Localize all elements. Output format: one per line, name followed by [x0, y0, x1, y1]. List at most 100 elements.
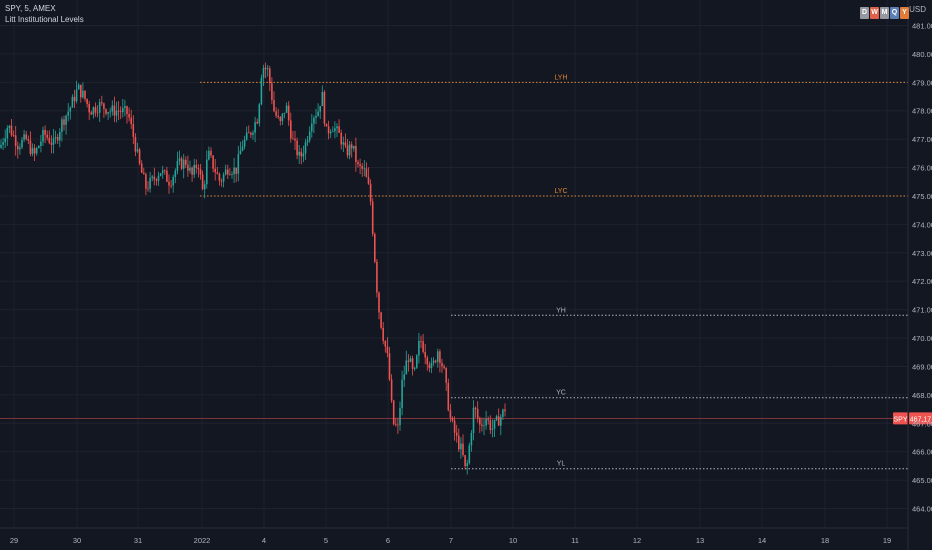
candle-body — [130, 117, 132, 125]
candle-body — [380, 312, 382, 328]
candle-body — [174, 170, 177, 177]
candle-body — [201, 174, 204, 190]
candle-body — [147, 188, 149, 190]
candle-body — [69, 107, 72, 112]
candle-body — [413, 367, 416, 369]
candle-body — [245, 132, 248, 140]
candle-body — [487, 419, 489, 421]
y-tick-label: 470.00 — [912, 334, 932, 343]
candle-body — [115, 110, 118, 116]
candle-body — [157, 175, 160, 181]
candle-body — [176, 161, 179, 171]
last-price-tag — [909, 412, 932, 425]
candle-body — [38, 145, 40, 149]
candle-body — [35, 148, 38, 154]
candle-body — [290, 120, 292, 139]
candle-body — [180, 158, 183, 169]
candle-body — [376, 261, 378, 293]
candle-body — [90, 112, 93, 115]
candle-body — [75, 89, 78, 102]
candle-body — [229, 174, 231, 176]
candle-body — [476, 409, 479, 419]
candle-body — [365, 168, 368, 178]
candle-body — [67, 111, 69, 116]
x-tick-label: 19 — [883, 536, 891, 545]
candle-body — [338, 126, 340, 133]
candle-body — [374, 234, 376, 262]
candle-body — [485, 419, 487, 426]
candle-body — [294, 138, 296, 141]
candle-body — [6, 128, 9, 139]
candle-body — [21, 139, 23, 148]
candle-body — [84, 90, 86, 99]
candle-body — [441, 362, 443, 367]
symbol-tag-label: SPY — [893, 416, 907, 423]
candle-body — [237, 154, 240, 174]
indicator-name: Litt Institutional Levels — [5, 15, 84, 24]
candle-body — [262, 67, 265, 78]
badge-w[interactable]: W — [870, 7, 879, 19]
candle-body — [281, 113, 284, 122]
candle-body — [353, 145, 355, 149]
x-tick-label: 29 — [10, 536, 18, 545]
candle-body — [199, 169, 202, 175]
candle-body — [166, 170, 168, 182]
x-tick-label: 30 — [73, 536, 81, 545]
candle-body — [4, 138, 6, 143]
y-tick-label: 467.00 — [912, 419, 932, 428]
candle-body — [241, 146, 244, 151]
x-tick-label: 18 — [821, 536, 829, 545]
candle-body — [502, 409, 504, 417]
candle-body — [260, 77, 263, 105]
candle-body — [82, 90, 84, 98]
candle-body — [113, 105, 116, 116]
candle-body — [409, 358, 412, 362]
last-price-value: 467.17 — [910, 416, 932, 423]
y-tick-label: 478.00 — [912, 107, 932, 116]
candle-body — [395, 424, 397, 426]
candle-body — [416, 355, 418, 368]
candle-body — [497, 416, 500, 426]
candle-body — [315, 115, 317, 118]
candle-body — [210, 150, 212, 156]
candle-body — [252, 132, 254, 135]
candle-body — [44, 129, 46, 135]
candle-body — [317, 111, 319, 116]
candle-body — [500, 416, 502, 426]
period-badges: D W M Q Y — [860, 7, 909, 19]
candle-body — [304, 142, 307, 154]
candle-body — [300, 151, 303, 157]
x-tick-label: 14 — [758, 536, 766, 545]
candle-body — [71, 96, 74, 108]
candle-body — [138, 149, 141, 164]
badge-d[interactable]: D — [860, 7, 869, 19]
candle-body — [170, 185, 172, 187]
candle-body — [206, 159, 208, 185]
badge-q[interactable]: Q — [890, 7, 899, 19]
candle-body — [369, 183, 372, 202]
candle-body — [336, 126, 338, 129]
candle-body — [143, 172, 145, 175]
badge-y[interactable]: Y — [900, 7, 909, 19]
candle-body — [325, 123, 328, 127]
candle-body — [382, 327, 384, 341]
candle-body — [172, 176, 174, 186]
x-tick-label: 31 — [134, 536, 142, 545]
candle-body — [283, 112, 286, 114]
candle-body — [258, 104, 261, 124]
last-price-line: SPY 467.17 — [0, 412, 932, 425]
candle-body — [275, 111, 277, 116]
candle-body — [19, 147, 21, 150]
candle-body — [361, 165, 363, 169]
candle-body — [392, 400, 395, 425]
currency-label: USD — [909, 5, 926, 14]
candle-body — [197, 168, 200, 170]
candle-body — [61, 119, 63, 132]
candle-body — [359, 164, 361, 166]
candle-body — [420, 340, 422, 342]
badge-m[interactable]: M — [880, 7, 889, 19]
candle-body — [407, 360, 410, 362]
candle-body — [25, 134, 27, 139]
